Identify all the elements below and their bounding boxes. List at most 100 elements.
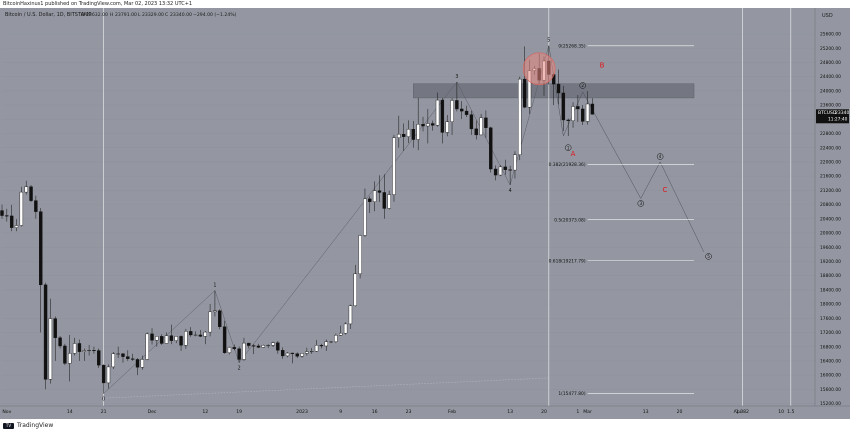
x-tick-label-2: 21 [101,409,107,415]
candle-body-55 [266,345,270,347]
wave-label-0: 0 [102,397,105,403]
candle-body-98 [474,128,478,136]
candle-body-40 [193,334,198,336]
trendline-layer [103,45,704,399]
candle-body-61 [295,353,299,357]
y-tick-label-24: 16000.00 [820,373,841,379]
candle-body-9 [43,284,48,380]
candle-body-56 [271,342,275,346]
candle-body-27 [130,358,135,360]
candle-body-49 [237,348,241,360]
candle-body-54 [261,345,266,348]
symbol-title: Bitcoin / U.S. Dollar, 1D, BITSTAMP [5,12,91,18]
candle-body-37 [179,336,183,346]
x-tick-label-10: Feb [448,409,456,415]
ohlc-low: 23329.00 [142,12,164,18]
wave-label-5: 5 [547,38,550,44]
candle-body-69 [334,335,338,342]
candle-body-10 [48,318,53,380]
subwave-label-2: 3 [639,201,642,206]
price-chart[interactable]: 0(25268.35)0.382(21928.36)0.5(20373.08)0… [0,8,850,419]
vertical-marker-layer [103,8,792,406]
candle-body-36 [174,336,178,341]
candle-body-100 [484,117,488,128]
x-tick-label-4: 12 [202,409,208,415]
candle-body-83 [401,133,406,137]
y-tick-label-15: 19600.00 [820,245,841,251]
x-tick-label-5: 19 [236,409,242,415]
diagonal-trendline [103,377,549,399]
footer-brand-text: TradingView [17,422,54,429]
highlight-circle-layer [522,52,556,86]
candle-body-64 [310,351,314,353]
y-tick-label-14: 20000.00 [820,231,841,237]
x-tick-label-14: Mar [583,409,592,415]
candle-body-78 [377,190,382,193]
y-tick-label-5: 23600.00 [820,103,841,109]
candle-body-35 [169,335,174,341]
ohlc-open: 23632.00 [86,12,108,18]
candle-body-14 [68,353,72,364]
candle-body-76 [368,198,372,202]
candle-body-51 [247,342,251,346]
candle-body-22 [106,366,111,384]
candle-body-91 [440,99,445,133]
subwave-circle-4 [705,253,712,260]
y-tick-label-8: 22400.00 [820,145,841,151]
candle-body-80 [387,194,391,209]
candle-body-102 [493,168,498,176]
y-tick-label-19: 18000.00 [820,302,841,308]
candle-body-41 [198,334,203,337]
candle-body-101 [489,127,493,170]
chart-area[interactable]: 0(25268.35) 0.382(21928.36) 0.5(20373.08) 0… [0,8,850,419]
wave-count-layer: 0 1 2 3 4 5 1 2 3 4 5 A B C [102,38,712,403]
candle-body-58 [280,350,285,357]
price-tag-price: 23340 [835,110,849,116]
candle-body-50 [242,342,246,360]
x-tick-label-17: 1.382 [736,409,749,415]
ohlc-change: −294.00 (−1.24%) [193,12,237,18]
candle-body-13 [63,345,67,364]
candle-body-5 [24,186,28,193]
candle-body-65 [314,345,319,352]
candle-body-45 [218,310,222,327]
y-tick-label-9: 22000.00 [820,160,841,166]
candle-body-32 [155,336,159,341]
axes-layer: 25600.00 25200.00 24800.00 24400.00 24000.00… [0,8,850,419]
candle-body-67 [324,341,328,347]
x-tick-label-16: 20 [677,409,683,415]
y-tick-label-12: 20800.00 [820,202,841,208]
wave-label-3: 3 [455,74,458,80]
chart-grid [2,33,815,404]
candle-body-121 [585,103,590,122]
candle-body-103 [498,166,503,176]
candle-body-95 [460,108,464,112]
highlight-circle [522,52,556,86]
footer-brand: TV TradingView [3,422,53,429]
ohlc-close: 23340.00 [170,12,192,18]
wave-label-4: 4 [509,188,512,194]
candle-body-77 [372,190,377,202]
candle-body-84 [406,129,411,137]
y-tick-label-26: 15200.00 [820,401,841,407]
candle-body-12 [58,337,62,347]
x-tick-label-19: 1.5 [787,409,794,415]
candle-body-28 [135,359,140,368]
candle-body-20 [97,350,101,366]
candle-body-92 [445,121,449,133]
y-tick-label-3: 24400.00 [820,74,841,80]
candle-body-66 [319,345,324,347]
candle-body-15 [72,343,77,354]
candle-body-7 [34,200,38,212]
x-tick-label-13: 1 [576,409,579,415]
y-tick-label-0: 25600.00 [820,32,841,38]
x-tick-label-11: 13 [507,409,513,415]
candle-body-30 [145,333,149,360]
x-tick-label-9: 23 [406,409,412,415]
ohlc-low-prefix: L [138,12,141,18]
x-tick-label-3: Dec [148,409,157,415]
candle-body-81 [392,137,396,195]
candle-body-2 [9,215,14,228]
x-tick-label-20: 10 [778,409,784,415]
candle-body-19 [92,350,96,352]
